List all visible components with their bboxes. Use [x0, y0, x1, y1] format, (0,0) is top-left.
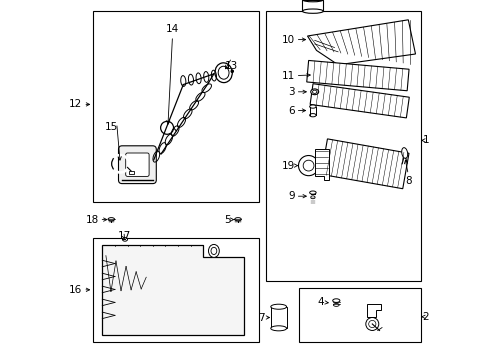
Text: 17: 17 [118, 231, 131, 241]
Circle shape [303, 160, 313, 171]
Ellipse shape [401, 148, 407, 158]
Text: 3: 3 [288, 87, 294, 97]
Polygon shape [366, 304, 381, 317]
Polygon shape [307, 20, 415, 65]
Text: 9: 9 [288, 191, 294, 201]
Text: 16: 16 [69, 285, 82, 295]
Ellipse shape [270, 326, 286, 331]
Ellipse shape [333, 303, 339, 306]
Text: 5: 5 [224, 215, 230, 225]
Text: 13: 13 [225, 61, 238, 71]
Bar [265, 11, 420, 281]
FancyBboxPatch shape [125, 153, 149, 176]
Circle shape [298, 156, 318, 176]
Ellipse shape [108, 217, 114, 221]
Text: 11: 11 [281, 71, 294, 81]
FancyBboxPatch shape [118, 146, 156, 184]
Text: 4: 4 [316, 297, 323, 307]
Bar [298, 288, 420, 342]
Ellipse shape [302, 9, 323, 13]
Circle shape [231, 70, 233, 72]
Ellipse shape [309, 105, 316, 108]
Bar [270, 307, 286, 328]
Bar [302, 0, 323, 11]
Text: 7: 7 [257, 312, 264, 323]
Ellipse shape [270, 304, 286, 309]
Text: 10: 10 [281, 35, 294, 45]
Bar [129, 171, 134, 174]
Text: 19: 19 [281, 161, 294, 171]
Text: 1: 1 [422, 135, 428, 145]
Text: 2: 2 [422, 312, 428, 322]
Ellipse shape [310, 89, 318, 95]
Ellipse shape [122, 238, 127, 241]
Polygon shape [102, 245, 244, 335]
Text: 12: 12 [69, 99, 82, 109]
Text: 15: 15 [104, 122, 118, 132]
Ellipse shape [332, 299, 339, 302]
Ellipse shape [309, 114, 316, 117]
Ellipse shape [309, 191, 316, 194]
Text: 6: 6 [288, 105, 294, 116]
Ellipse shape [310, 196, 314, 199]
Ellipse shape [211, 247, 216, 255]
Polygon shape [321, 139, 408, 189]
Polygon shape [306, 60, 408, 91]
Ellipse shape [208, 244, 219, 257]
Polygon shape [309, 84, 408, 118]
Bar [93, 238, 258, 342]
Text: 18: 18 [85, 215, 99, 225]
Ellipse shape [312, 90, 316, 94]
Ellipse shape [234, 217, 241, 221]
Bar [93, 11, 258, 202]
Text: 8: 8 [404, 176, 411, 186]
Text: 14: 14 [165, 24, 179, 34]
Polygon shape [314, 149, 328, 180]
